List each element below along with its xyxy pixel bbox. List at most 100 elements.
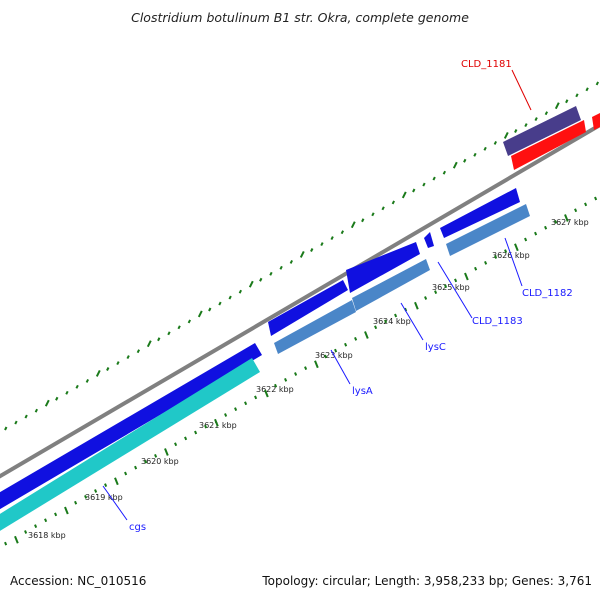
gene-bar-outer-small[interactable]: [424, 232, 434, 248]
gene-bar-lysC[interactable]: [352, 259, 430, 311]
scale-dot: [394, 313, 398, 318]
scale-dot: [167, 331, 171, 336]
scale-dot: [65, 390, 69, 395]
gene-label-1183[interactable]: CLD_1183: [472, 316, 523, 327]
scale-dot: [574, 208, 578, 213]
map-title: Clostridium botulinum B1 str. Okra, comp…: [131, 10, 469, 25]
gene-bar-cgs[interactable]: [0, 358, 260, 537]
scale-dot: [595, 81, 599, 86]
scale-dot: [324, 354, 328, 359]
scale-dot: [228, 295, 232, 300]
scale-dot: [474, 266, 478, 271]
scale-dot: [284, 377, 288, 382]
scale-dot: [350, 221, 356, 229]
scale-dot: [224, 413, 228, 417]
scale-dot: [177, 325, 181, 330]
scale-dot: [584, 202, 588, 207]
scale-dot: [174, 442, 178, 447]
scale-dot: [248, 280, 254, 288]
gene-label-1182[interactable]: CLD_1182: [522, 288, 573, 299]
scale-dot: [354, 337, 358, 341]
scale-dot: [544, 225, 548, 230]
scale-dot: [14, 420, 18, 425]
scale-dot: [422, 182, 426, 187]
scale-dot: [274, 383, 278, 388]
leader-lysC: [400, 302, 424, 341]
scale-dot: [269, 271, 273, 276]
gene-bar-1181[interactable]: [511, 120, 586, 170]
scale-dot: [534, 231, 538, 236]
leader-cgs: [102, 485, 128, 521]
scale-dot: [444, 284, 448, 289]
scale-dot: [187, 319, 191, 324]
scale-dot: [371, 212, 375, 217]
scale-dot: [432, 176, 436, 181]
scale-dot: [54, 512, 58, 517]
scale-dot: [524, 237, 528, 242]
scale-dot: [412, 188, 416, 193]
scale-dot: [238, 289, 242, 294]
scale-dot: [289, 259, 293, 264]
gene-label-lysC[interactable]: lysC: [425, 342, 446, 353]
scale-dot: [114, 477, 119, 486]
scale-dot: [157, 337, 161, 342]
gene-bar-lysA[interactable]: [274, 300, 356, 354]
scale-dot: [144, 459, 148, 464]
gene-bar-red-edge[interactable]: [592, 113, 600, 130]
gene-label-1181[interactable]: CLD_1181: [461, 59, 512, 70]
scale-dot: [564, 214, 569, 222]
scale-dot: [254, 395, 258, 400]
scale-dot: [84, 494, 88, 499]
scale-dot: [95, 370, 101, 377]
scale-dot: [214, 418, 219, 427]
scale-dot: [94, 489, 98, 493]
scale-dot: [75, 384, 79, 389]
scale-dot: [234, 407, 238, 411]
scale-dot: [218, 301, 222, 306]
gene-label-lysA[interactable]: lysA: [352, 386, 373, 397]
scale-dot: [24, 414, 28, 419]
inner-dotted-scale: [4, 196, 598, 546]
scale-dot: [494, 255, 498, 259]
scale-dot: [384, 319, 388, 324]
tick-label: 3624 kbp: [373, 317, 411, 326]
gene-bar-outer-main[interactable]: [0, 343, 262, 515]
scale-dot: [299, 251, 305, 258]
scale-dot: [136, 349, 140, 354]
scale-dot: [424, 296, 428, 300]
scale-dot: [514, 129, 518, 133]
scale-dot: [594, 196, 598, 201]
scale-dot: [434, 290, 438, 294]
scale-dot: [414, 301, 419, 310]
scale-dot: [116, 361, 120, 365]
leader-1183: [437, 261, 473, 319]
scale-dot: [106, 367, 110, 371]
scale-dot: [134, 465, 138, 470]
accession-text: Accession: NC_010516: [10, 574, 147, 588]
gene-bar-outer-lys[interactable]: [346, 242, 420, 293]
gene-label-cgs[interactable]: cgs: [129, 522, 146, 533]
scale-dot: [381, 206, 385, 211]
scale-dot: [401, 191, 407, 199]
leader-lysA: [330, 349, 351, 385]
scale-dot: [554, 102, 560, 110]
gene-bar-navy[interactable]: [503, 106, 581, 156]
scale-dot: [44, 518, 48, 523]
scale-dot: [4, 541, 8, 546]
tick-label: 3620 kbp: [141, 457, 179, 466]
gene-bar-1183[interactable]: [446, 204, 530, 256]
scale-dot: [565, 99, 569, 104]
scale-dot: [463, 158, 467, 163]
gene-bar-outer-mid[interactable]: [268, 280, 348, 336]
scale-dot: [364, 331, 369, 339]
scale-dot: [164, 448, 169, 456]
scale-dot: [454, 278, 458, 283]
scale-dot: [146, 340, 152, 348]
scale-dot: [374, 325, 378, 330]
scale-dot: [473, 152, 477, 157]
scale-dot: [484, 260, 488, 265]
gene-bar-outer-1182[interactable]: [440, 188, 520, 238]
scale-dot: [483, 146, 487, 151]
